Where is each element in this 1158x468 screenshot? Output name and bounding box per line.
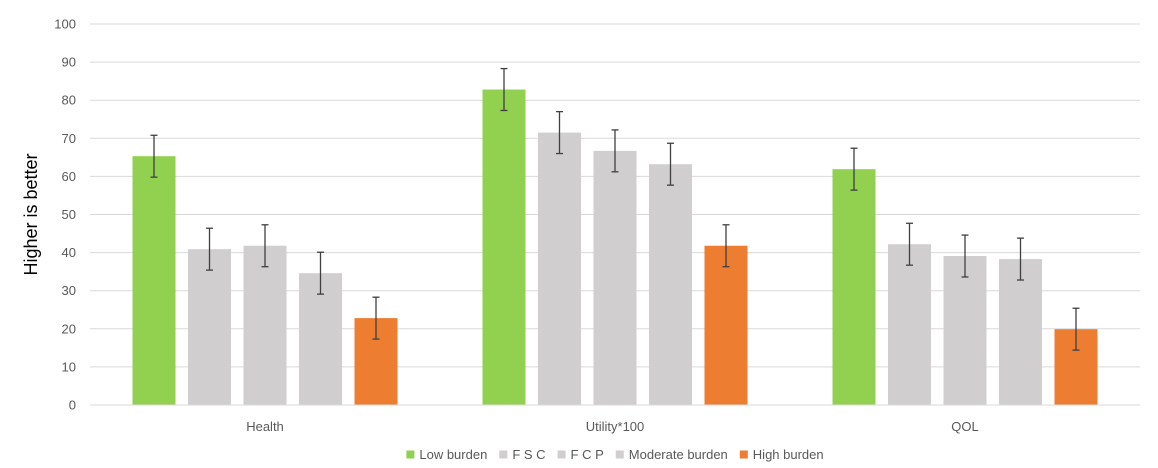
y-tick-label: 80 [62,93,76,108]
legend-label: F C P [571,447,604,462]
y-tick-label: 100 [54,17,76,32]
error-bar [317,251,324,295]
legend-label: Low burden [419,447,487,462]
x-tick-label: QOL [951,419,978,434]
error-bar [372,296,380,340]
bar [132,156,176,405]
error-bars [150,67,1080,351]
bar [649,164,692,405]
legend-swatch [406,450,415,459]
bar [943,256,987,405]
x-tick-label: Utility*100 [586,419,645,434]
error-bar [722,224,730,268]
error-bar [1017,237,1024,281]
legend-label: Moderate burden [629,447,728,462]
error-bar [206,227,213,271]
bar [188,249,231,405]
legend-swatch [615,450,624,459]
y-tick-label: 50 [62,207,76,222]
error-bar [1072,307,1080,351]
y-tick-label: 0 [69,398,76,413]
y-tick-label: 40 [62,245,76,260]
bar [999,259,1042,405]
y-axis-label: Higher is better [21,153,41,275]
legend: Low burden F S C F C P Moderate burden High … [406,447,824,462]
bar [704,245,748,405]
error-bar [667,142,674,186]
legend-item: High burden [739,447,824,462]
legend-swatch [557,450,566,459]
bars [132,89,1098,406]
bar [888,244,931,405]
bar [299,273,342,405]
legend-item: Low burden [406,447,487,462]
bar [593,150,637,405]
legend-item: Moderate burden [615,447,728,462]
error-bar [850,147,858,191]
y-tick-label: 30 [62,283,76,298]
error-bar [906,222,913,266]
legend-item: F C P [557,447,604,462]
error-bar [261,224,269,268]
legend-label: F S C [512,447,545,462]
error-bar [500,67,508,112]
legend-label: High burden [753,447,824,462]
y-tick-label: 90 [62,55,76,70]
y-tick-label: 20 [62,321,76,336]
bar [538,132,581,405]
y-tick-label: 10 [62,359,76,374]
x-axis-labels: Health Utility*100 QOL [246,419,979,434]
y-tick-label: 60 [62,169,76,184]
bar [482,89,526,406]
legend-item: F S C [499,447,546,462]
y-tick-label: 70 [62,131,76,146]
y-axis-ticks: 0 10 20 30 40 50 60 70 80 90 100 [54,17,76,413]
legend-swatch [499,450,508,459]
x-tick-label: Health [246,419,284,434]
error-bar [150,134,158,178]
bar [243,245,287,405]
legend-swatch [739,450,748,459]
bar [832,169,876,405]
error-bar [556,110,563,155]
error-bar [611,129,619,173]
error-bar [961,234,969,278]
